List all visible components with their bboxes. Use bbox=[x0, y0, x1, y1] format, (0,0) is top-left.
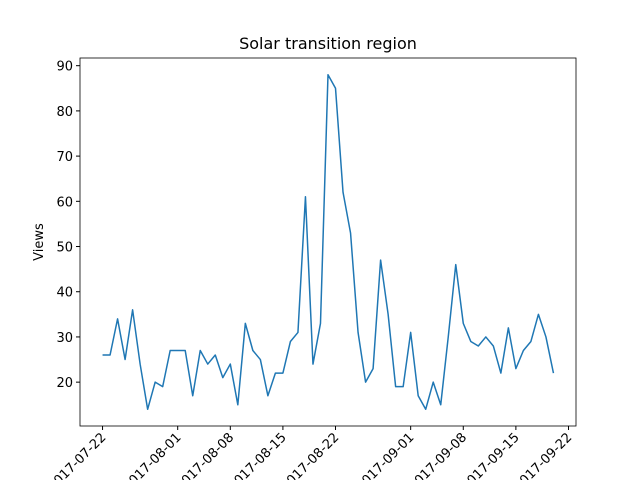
line-series bbox=[102, 73, 555, 411]
y-tick-label: 80 bbox=[56, 105, 73, 120]
y-tick-label: 90 bbox=[56, 60, 73, 75]
axes-frame bbox=[79, 57, 577, 427]
chart-title: Solar transition region bbox=[239, 34, 417, 53]
x-tick-label: 2017-07-22 bbox=[45, 430, 109, 480]
y-tick-label: 20 bbox=[56, 376, 73, 391]
y-tick-label: 40 bbox=[56, 286, 73, 301]
x-tick-label: 2017-09-22 bbox=[511, 430, 575, 480]
x-tick-label: 2017-08-15 bbox=[226, 430, 290, 480]
y-tick-label: 70 bbox=[56, 150, 73, 165]
x-tick-label: 2017-09-08 bbox=[406, 430, 470, 480]
y-tick-label: 60 bbox=[56, 195, 73, 210]
y-axis-label: Views bbox=[32, 223, 47, 261]
x-tick-label: 2017-09-15 bbox=[459, 430, 523, 480]
x-tick-label: 2017-08-22 bbox=[278, 430, 342, 480]
x-tick-label: 2017-08-08 bbox=[173, 430, 237, 480]
x-tick-label: 2017-09-01 bbox=[353, 430, 417, 480]
y-tick-label: 30 bbox=[56, 331, 73, 346]
x-tick-label: 2017-08-01 bbox=[120, 430, 184, 480]
y-tick-label: 50 bbox=[56, 241, 73, 256]
